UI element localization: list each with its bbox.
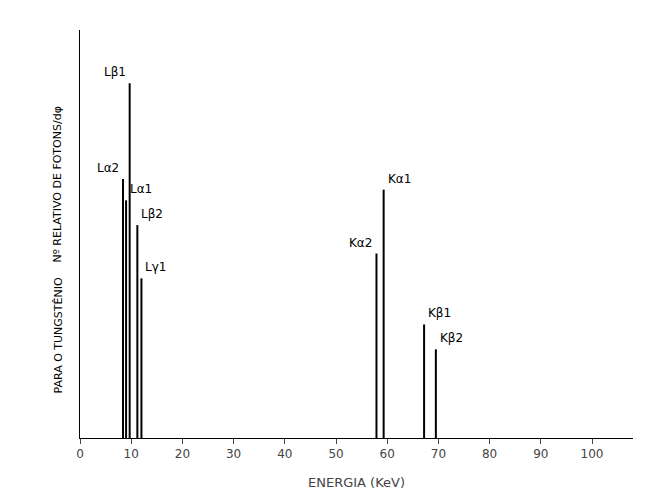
svg-text:0: 0 xyxy=(76,447,84,461)
svg-text:ENERGIA (KeV): ENERGIA (KeV) xyxy=(308,475,405,490)
svg-text:50: 50 xyxy=(328,447,343,461)
svg-text:10: 10 xyxy=(124,447,139,461)
svg-text:Lβ1: Lβ1 xyxy=(104,65,126,79)
svg-text:Lγ1: Lγ1 xyxy=(145,260,166,274)
svg-text:60: 60 xyxy=(380,447,395,461)
svg-text:Kβ1: Kβ1 xyxy=(428,306,451,320)
svg-text:90: 90 xyxy=(533,447,548,461)
svg-text:Kα2: Kα2 xyxy=(349,236,372,250)
svg-text:PARA O TUNGSTÊNIO: PARA O TUNGSTÊNIO xyxy=(52,277,65,393)
svg-text:70: 70 xyxy=(431,447,446,461)
svg-text:Lα1: Lα1 xyxy=(130,182,152,196)
svg-text:30: 30 xyxy=(226,447,241,461)
svg-text:Nº RELATIVO DE FOTONS/dφ: Nº RELATIVO DE FOTONS/dφ xyxy=(51,106,64,262)
svg-text:Lβ2: Lβ2 xyxy=(141,207,163,221)
svg-text:100: 100 xyxy=(581,447,604,461)
svg-text:Lα2: Lα2 xyxy=(97,161,119,175)
svg-text:Kβ2: Kβ2 xyxy=(440,331,463,345)
svg-text:20: 20 xyxy=(175,447,190,461)
svg-text:80: 80 xyxy=(482,447,497,461)
svg-text:Kα1: Kα1 xyxy=(388,172,411,186)
svg-text:40: 40 xyxy=(277,447,292,461)
